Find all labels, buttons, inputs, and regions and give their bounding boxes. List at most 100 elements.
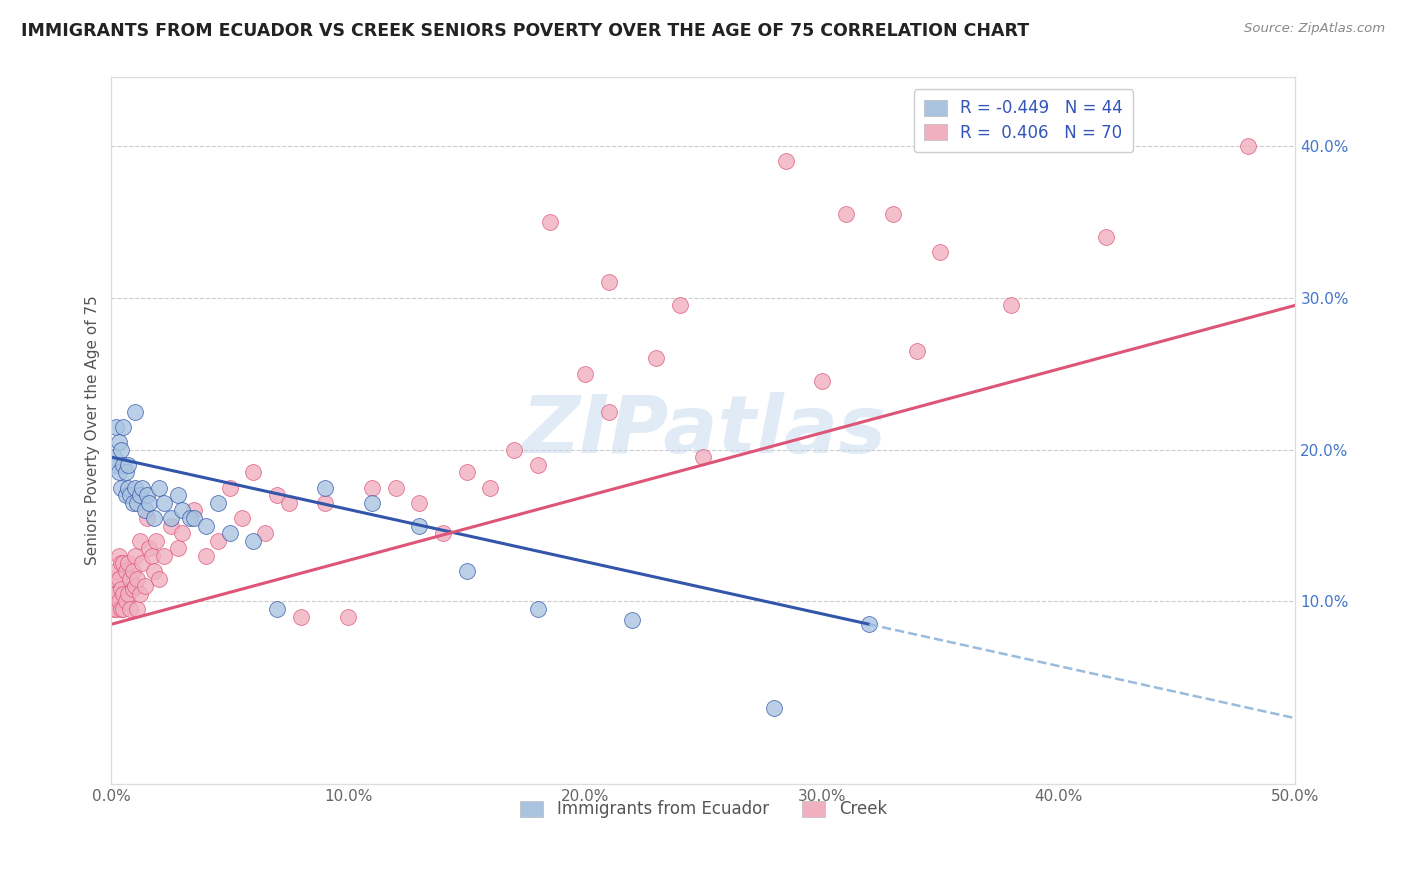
Point <box>128 533 150 548</box>
Point <box>290 609 312 624</box>
Point <box>114 488 136 502</box>
Point <box>124 579 146 593</box>
Point <box>811 374 834 388</box>
Point <box>231 511 253 525</box>
Point <box>905 343 928 358</box>
Point <box>408 496 430 510</box>
Point <box>124 549 146 563</box>
Point <box>124 404 146 418</box>
Point <box>242 466 264 480</box>
Point <box>105 602 128 616</box>
Point <box>103 587 125 601</box>
Point <box>141 549 163 563</box>
Point <box>103 572 125 586</box>
Point <box>384 481 406 495</box>
Point <box>858 617 880 632</box>
Point <box>166 488 188 502</box>
Point <box>152 496 174 510</box>
Point <box>117 481 139 495</box>
Point <box>929 245 952 260</box>
Point <box>218 526 240 541</box>
Point <box>128 587 150 601</box>
Point <box>598 276 620 290</box>
Point <box>121 582 143 597</box>
Point <box>110 582 132 597</box>
Point <box>526 458 548 472</box>
Point <box>107 466 129 480</box>
Point <box>120 602 142 616</box>
Point <box>120 572 142 586</box>
Point <box>254 526 277 541</box>
Point <box>127 602 149 616</box>
Point <box>207 496 229 510</box>
Point <box>136 488 159 502</box>
Point <box>117 587 139 601</box>
Point <box>138 541 160 556</box>
Point <box>117 557 139 571</box>
Text: IMMIGRANTS FROM ECUADOR VS CREEK SENIORS POVERTY OVER THE AGE OF 75 CORRELATION : IMMIGRANTS FROM ECUADOR VS CREEK SENIORS… <box>21 22 1029 40</box>
Text: ZIPatlas: ZIPatlas <box>522 392 886 469</box>
Legend: Immigrants from Ecuador, Creek: Immigrants from Ecuador, Creek <box>513 794 894 825</box>
Point <box>148 481 170 495</box>
Point <box>159 518 181 533</box>
Point <box>361 481 384 495</box>
Point <box>148 572 170 586</box>
Point <box>526 602 548 616</box>
Point <box>172 526 194 541</box>
Point <box>278 496 301 510</box>
Point <box>538 215 561 229</box>
Point <box>105 419 128 434</box>
Point <box>103 450 125 465</box>
Point <box>207 533 229 548</box>
Point <box>112 602 135 616</box>
Point <box>166 541 188 556</box>
Point <box>124 481 146 495</box>
Point <box>183 511 205 525</box>
Point <box>105 458 128 472</box>
Point <box>574 367 596 381</box>
Point <box>143 564 166 578</box>
Point <box>112 419 135 434</box>
Point <box>128 488 150 502</box>
Point <box>1000 298 1022 312</box>
Point <box>621 613 644 627</box>
Point <box>882 207 904 221</box>
Point <box>218 481 240 495</box>
Point <box>195 549 218 563</box>
Point <box>503 442 526 457</box>
Point <box>152 549 174 563</box>
Point <box>692 450 714 465</box>
Point <box>112 587 135 601</box>
Point <box>110 602 132 616</box>
Point <box>136 511 159 525</box>
Point <box>138 496 160 510</box>
Point <box>127 572 149 586</box>
Point <box>645 351 668 366</box>
Point <box>107 594 129 608</box>
Point <box>114 466 136 480</box>
Point <box>107 434 129 449</box>
Point <box>775 153 797 168</box>
Point <box>1095 230 1118 244</box>
Point <box>432 526 454 541</box>
Point <box>114 564 136 578</box>
Point <box>266 602 288 616</box>
Point <box>105 587 128 601</box>
Point <box>131 557 153 571</box>
Point <box>120 488 142 502</box>
Text: Source: ZipAtlas.com: Source: ZipAtlas.com <box>1244 22 1385 36</box>
Point <box>195 518 218 533</box>
Point <box>172 503 194 517</box>
Point <box>456 564 478 578</box>
Point <box>266 488 288 502</box>
Point <box>456 466 478 480</box>
Point <box>143 511 166 525</box>
Point <box>314 496 336 510</box>
Point <box>105 564 128 578</box>
Point <box>103 602 125 616</box>
Point <box>112 458 135 472</box>
Point <box>121 564 143 578</box>
Point <box>668 298 690 312</box>
Point <box>337 609 360 624</box>
Point <box>1237 138 1260 153</box>
